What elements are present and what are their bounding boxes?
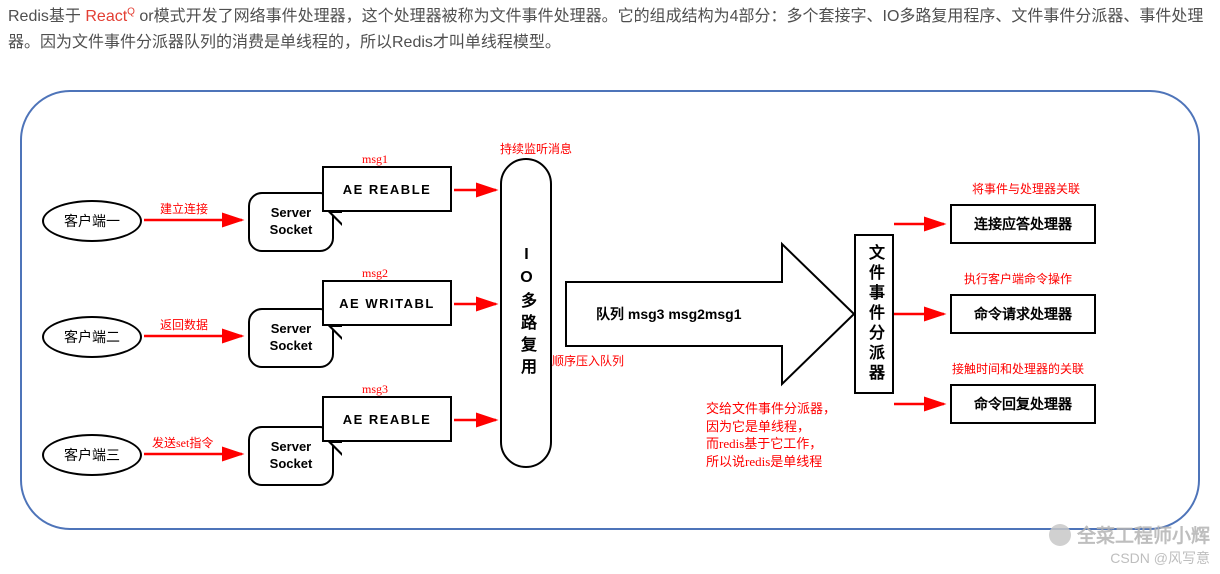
client-2: 客户端二 [42, 316, 142, 358]
intro-post: or模式开发了网络事件处理器，这个处理器被称为文件事件处理器。它的组成结构为4部… [8, 8, 1203, 51]
client-2-note: 返回数据 [160, 316, 208, 333]
search-icon: Q [127, 7, 135, 18]
handler-1-note: 将事件与处理器关联 [972, 180, 1080, 197]
msg1-tail [328, 212, 342, 226]
client-3: 客户端三 [42, 434, 142, 476]
react-link[interactable]: ReactQ [85, 8, 139, 25]
msg1-tag: msg1 [362, 152, 388, 167]
dispatcher-note: 交给文件事件分派器， 因为它是单线程， 而redis基于它工作， 所以说redi… [706, 400, 856, 470]
io-mux: IO多路复用 [500, 158, 552, 468]
msg2-tag: msg2 [362, 266, 388, 281]
dispatcher: 文件事件分派器 [854, 234, 894, 394]
client-1-note: 建立连接 [160, 200, 208, 217]
msg3-tag: msg3 [362, 382, 388, 397]
wechat-icon [1049, 524, 1071, 546]
msg3-bubble: AE REABLE [322, 396, 452, 442]
client-3-note: 发送set指令 [152, 434, 213, 451]
handler-3: 命令回复处理器 [950, 384, 1096, 424]
msg3-tail [328, 442, 342, 456]
intro-pre: Redis基于 [8, 8, 85, 25]
watermark: 全菜工程师小辉 CSDN @风写意 [1049, 521, 1210, 568]
handler-1: 连接应答处理器 [950, 204, 1096, 244]
client-1: 客户端一 [42, 200, 142, 242]
intro-paragraph: Redis基于 ReactQ or模式开发了网络事件处理器，这个处理器被称为文件… [0, 0, 1220, 63]
io-mux-top-note: 持续监听消息 [500, 140, 572, 157]
msg2-bubble: AE WRITABL [322, 280, 452, 326]
io-mux-bottom-note: 顺序压入队列 [552, 352, 624, 369]
msg1-bubble: AE REABLE [322, 166, 452, 212]
handler-3-note: 接触时间和处理器的关联 [952, 360, 1084, 377]
msg2-tail [328, 326, 342, 340]
handler-2: 命令请求处理器 [950, 294, 1096, 334]
handler-2-note: 执行客户端命令操作 [964, 270, 1072, 287]
queue-label: 队列 msg3 msg2msg1 [596, 304, 742, 324]
